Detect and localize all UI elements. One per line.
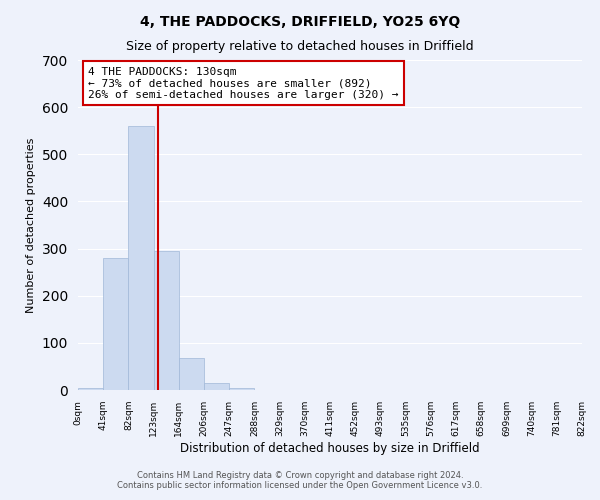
Text: Size of property relative to detached houses in Driffield: Size of property relative to detached ho…	[126, 40, 474, 53]
Bar	[229, 388, 254, 390]
Y-axis label: Number of detached properties: Number of detached properties	[26, 138, 37, 312]
Bar	[179, 358, 204, 390]
Text: Contains HM Land Registry data © Crown copyright and database right 2024.
Contai: Contains HM Land Registry data © Crown c…	[118, 470, 482, 490]
Bar	[103, 258, 128, 390]
Bar	[204, 384, 229, 390]
Bar	[154, 251, 179, 390]
Text: 4 THE PADDOCKS: 130sqm
← 73% of detached houses are smaller (892)
26% of semi-de: 4 THE PADDOCKS: 130sqm ← 73% of detached…	[88, 66, 398, 100]
Bar	[78, 388, 103, 390]
X-axis label: Distribution of detached houses by size in Driffield: Distribution of detached houses by size …	[180, 442, 480, 454]
Text: 4, THE PADDOCKS, DRIFFIELD, YO25 6YQ: 4, THE PADDOCKS, DRIFFIELD, YO25 6YQ	[140, 15, 460, 29]
Bar	[128, 126, 154, 390]
